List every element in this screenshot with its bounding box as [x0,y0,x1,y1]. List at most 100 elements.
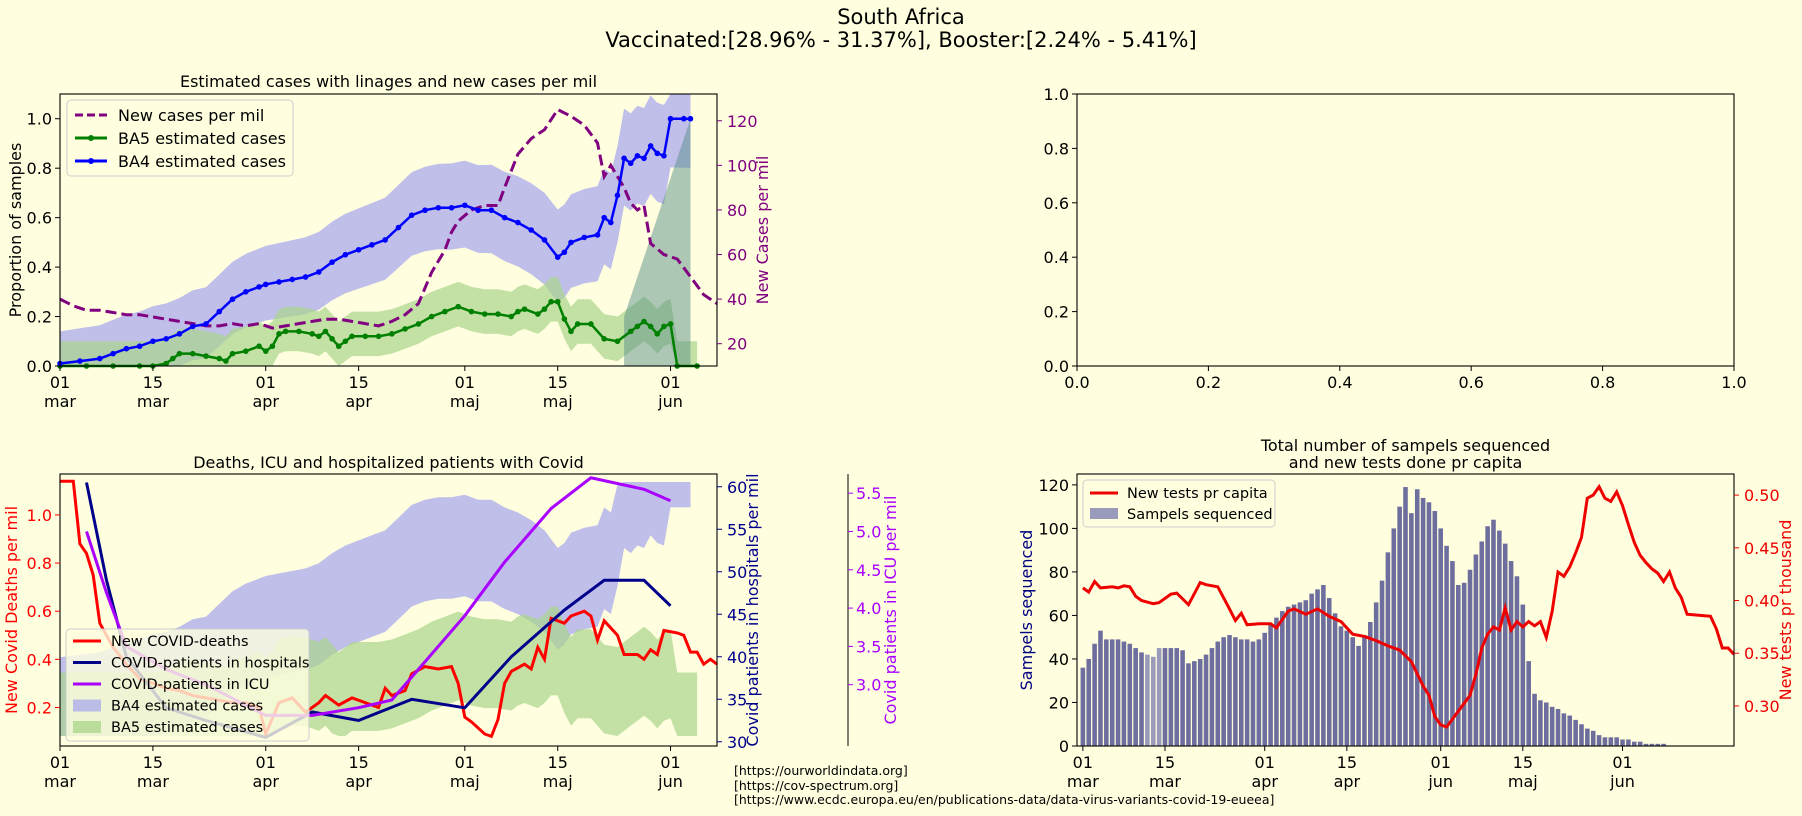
ba5-point [362,333,369,340]
ba4-point [422,207,428,214]
ba4-point [256,284,262,290]
y2-tick-label: 30 [727,733,747,752]
bar [1145,654,1150,746]
bar [1579,724,1584,746]
ba5-point [316,333,322,340]
bar [1297,602,1303,746]
ba4-point [150,338,156,345]
bar [1414,489,1420,746]
ba4-point [554,254,561,260]
ba5-point [349,333,355,340]
x-tick-label: mar [1149,772,1181,791]
legend-label: New cases per mil [118,106,264,125]
y2-tick-label: 55 [727,520,747,539]
bar [1590,730,1596,746]
y-axis-label: New Covid Deaths per mil [2,506,21,714]
ba5-point [276,331,282,337]
bar [1285,606,1291,746]
bar [1567,715,1573,746]
ba4-point [289,276,296,283]
bar [1303,600,1309,746]
bar [1426,502,1432,746]
ba4-point [667,115,674,122]
x-tick-label: jun [1609,772,1635,791]
ba5-point [535,311,541,317]
x-tick-label: mar [44,392,76,411]
ba5-point [216,355,223,362]
ba4-point [203,321,209,327]
ba5-point [541,306,548,312]
bar [1180,650,1185,746]
ba4-point [229,296,236,303]
bar [1602,737,1608,746]
ba4-point [97,355,103,362]
ba5-point [568,328,574,335]
x-tick-label: 15 [1513,753,1533,772]
figure-subtitle: Vaccinated:[28.96% - 31.37%], Booster:[2… [605,28,1197,52]
bar [1209,648,1215,746]
y-tick-label: 80 [1049,563,1069,582]
bar [1614,737,1619,746]
x-tick-label: 15 [1155,753,1175,772]
y-tick-label: 0.8 [27,554,52,573]
ba5-point [588,321,594,327]
ba4-point [316,269,322,275]
y-tick-label: 0.6 [1044,194,1069,213]
ba5-point [647,323,654,330]
plot-frame [1076,93,1735,367]
x-tick-label: 01 [256,373,276,392]
x-tick-label: maj [543,392,573,411]
bar [1596,735,1602,746]
bar [1526,661,1531,746]
x-tick-label: apr [252,392,279,411]
ba5-point [402,326,408,332]
x-tick-label: 01 [1612,753,1632,772]
x-tick-label: 15 [143,373,163,392]
bar [1150,656,1156,746]
legend-label: BA4 estimated cases [118,152,286,171]
ba4-point [614,192,621,199]
y2-tick-label: 40 [727,290,747,309]
bar [1497,530,1502,746]
bar [1262,632,1268,746]
ba4-point [647,143,654,149]
ba5-point [256,343,262,350]
bar [1620,739,1625,746]
bar [1409,513,1414,746]
y-tick-label: 0 [1059,737,1069,756]
ba4-point [243,289,249,295]
bar [1491,519,1496,746]
y-tick-label: 0.2 [27,698,52,717]
bar [1661,743,1666,746]
x-tick-label: jun [657,772,683,791]
ba4-point [661,153,667,159]
x-tick-label: apr [1251,772,1278,791]
y2-tick-label: 120 [727,112,758,131]
y3-tick-label: 5.0 [856,522,881,541]
bar [1203,654,1209,746]
y-tick-label: 20 [1049,693,1069,712]
x-tick-label: 0.4 [1327,373,1352,392]
ba4-point [302,274,309,280]
legend-swatch [73,699,101,712]
y3-tick-label: 4.5 [856,561,881,580]
x-tick-label: 15 [1337,753,1357,772]
ba5-point [309,331,315,337]
bar [1444,545,1449,746]
ba4-point [561,249,568,256]
ba4-point [276,279,282,285]
ba5-point [442,308,448,315]
bar [1403,487,1408,746]
x-tick-label: jun [1427,772,1453,791]
legend-label: New tests pr capita [1127,486,1268,502]
ba4-point [369,242,375,248]
bar [1338,626,1344,746]
y-tick-label: 120 [1038,476,1069,495]
y2-tick-label: 0.40 [1744,592,1780,611]
ba4-point [262,281,269,288]
x-tick-label: 15 [143,753,163,772]
y2-axis-label: New tests pr thousand [1776,520,1795,701]
ba5-point [574,321,581,327]
bar [1168,648,1174,746]
ba4-point [687,115,694,122]
